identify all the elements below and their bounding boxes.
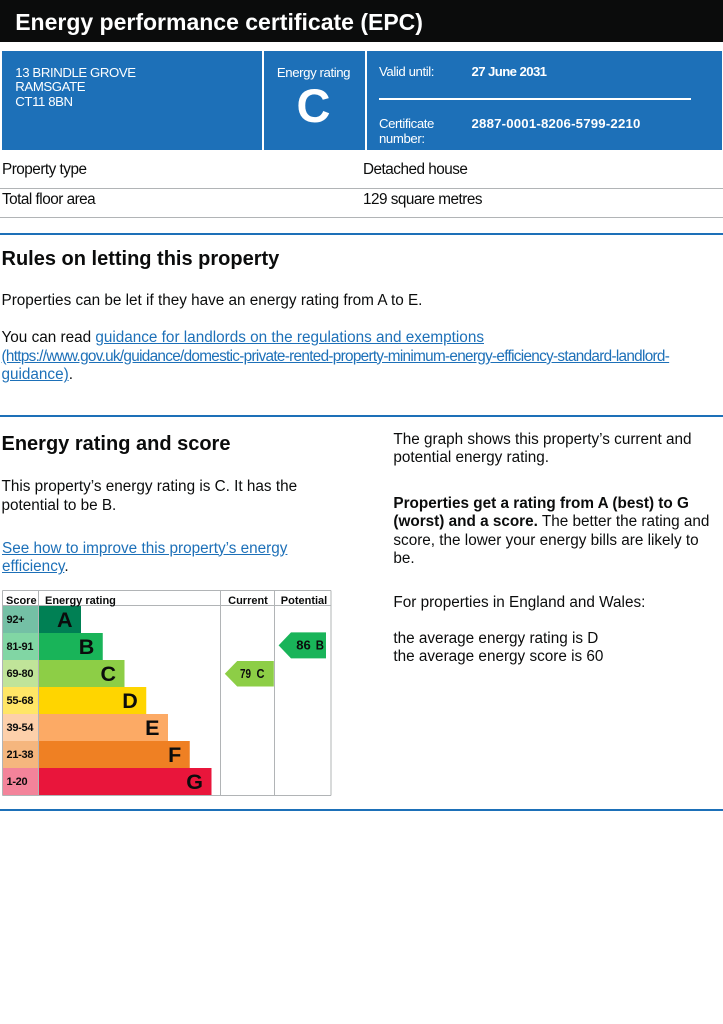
- svg-text:Potential: Potential: [281, 595, 327, 607]
- svg-text:C: C: [257, 667, 265, 681]
- svg-text:F: F: [168, 743, 181, 767]
- svg-text:69-80: 69-80: [7, 668, 34, 680]
- svg-text:E: E: [145, 716, 159, 740]
- svg-text:79: 79: [240, 667, 251, 681]
- svg-text:39-54: 39-54: [7, 722, 35, 734]
- svg-text:A: A: [57, 608, 73, 632]
- svg-text:B: B: [79, 635, 95, 659]
- svg-text:92+: 92+: [7, 614, 25, 626]
- svg-text:G: G: [186, 770, 203, 794]
- svg-text:1-20: 1-20: [7, 776, 28, 788]
- svg-text:Score: Score: [6, 595, 37, 607]
- svg-text:86: 86: [296, 639, 311, 653]
- svg-text:Energy rating: Energy rating: [45, 595, 116, 607]
- svg-text:21-38: 21-38: [7, 749, 34, 761]
- svg-text:81-91: 81-91: [7, 641, 34, 653]
- svg-text:B: B: [316, 639, 324, 653]
- svg-text:55-68: 55-68: [7, 695, 34, 707]
- svg-text:D: D: [122, 689, 138, 713]
- svg-text:Current: Current: [228, 595, 268, 607]
- svg-text:C: C: [100, 662, 116, 686]
